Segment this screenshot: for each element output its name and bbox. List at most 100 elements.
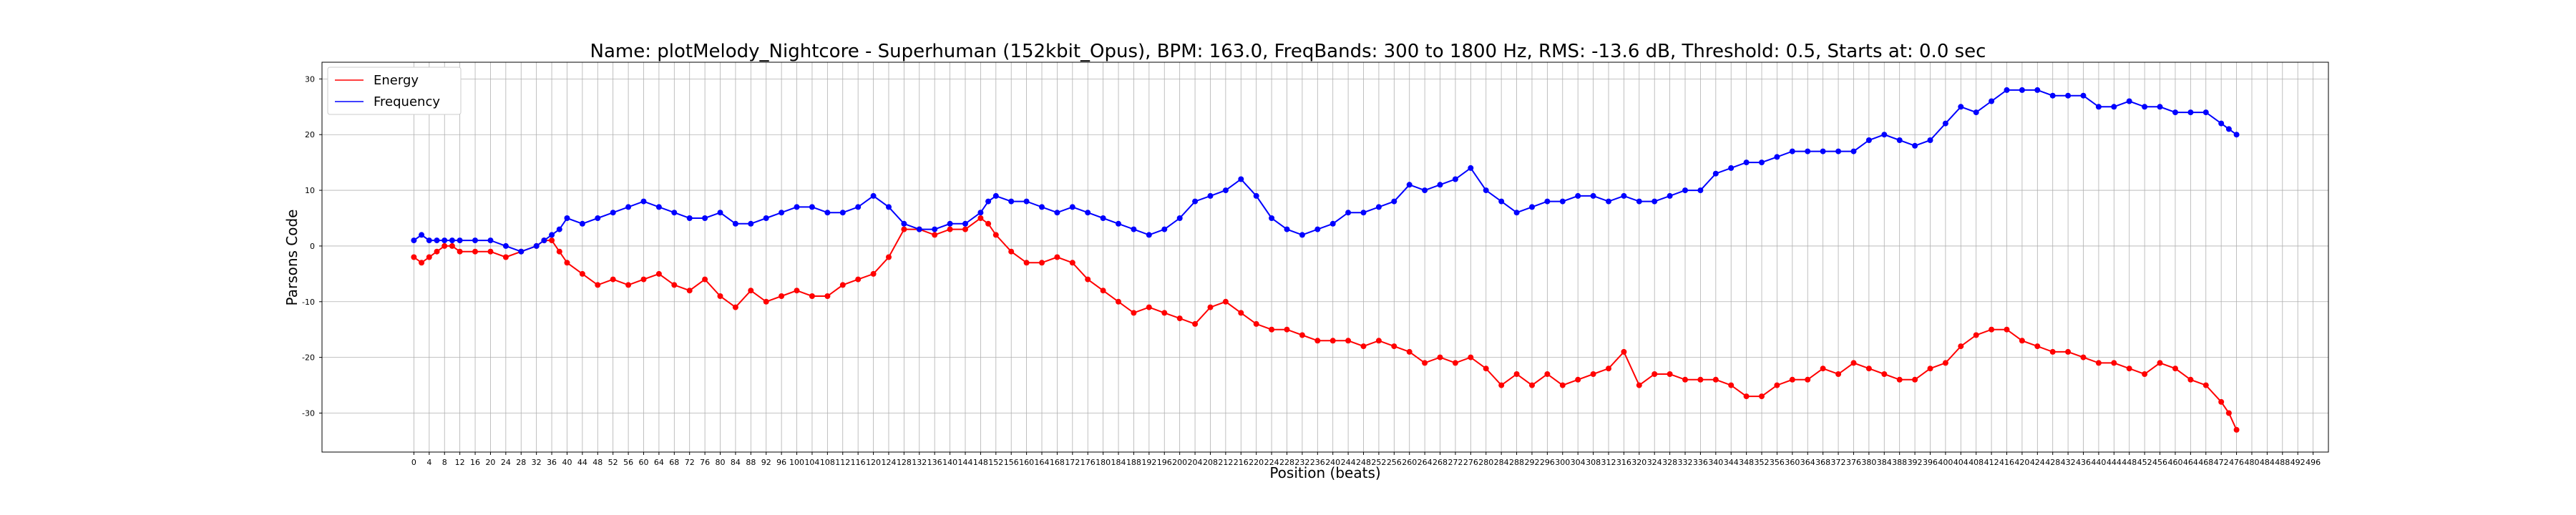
data-point-frequency <box>1437 182 1443 188</box>
x-tick-label: 416 <box>1999 458 2014 467</box>
x-tick-label: 392 <box>1908 458 1923 467</box>
data-point-frequency <box>870 192 877 199</box>
x-tick-label: 320 <box>1631 458 1646 467</box>
x-tick-label: 288 <box>1509 458 1524 467</box>
data-point-frequency <box>1116 220 1121 227</box>
data-point-energy <box>748 288 754 294</box>
x-tick-label: 268 <box>1433 458 1448 467</box>
x-tick-label: 480 <box>2244 458 2259 467</box>
legend-box <box>327 67 462 115</box>
data-point-frequency <box>1406 182 1413 188</box>
data-point-frequency <box>1468 165 1474 171</box>
data-point-energy <box>1958 343 1964 350</box>
legend-label-frequency: Frequency <box>374 94 440 109</box>
data-point-frequency <box>457 237 463 244</box>
data-point-frequency <box>732 220 738 227</box>
data-point-frequency <box>2225 126 2232 132</box>
x-tick-label: 140 <box>942 458 957 467</box>
data-point-frequency <box>1958 104 1964 110</box>
x-tick-label: 56 <box>623 458 633 467</box>
data-point-energy <box>1820 366 1826 372</box>
data-point-energy <box>1912 376 1918 383</box>
chart-title: Name: plotMelody_Nightcore - Superhuman … <box>590 41 1986 62</box>
data-point-frequency <box>2080 92 2087 99</box>
legend-label-energy: Energy <box>374 73 419 88</box>
plot-area <box>321 62 2329 453</box>
x-tick-label: 196 <box>1157 458 1172 467</box>
data-point-frequency <box>886 204 892 210</box>
x-tick-label: 284 <box>1494 458 1509 467</box>
data-point-energy <box>1299 332 1305 338</box>
series-energy <box>411 215 2240 433</box>
data-point-frequency <box>2049 92 2056 99</box>
data-point-energy <box>1284 326 1290 333</box>
data-point-energy <box>595 282 601 288</box>
data-point-energy <box>457 248 463 255</box>
data-point-frequency <box>2126 98 2132 104</box>
data-point-energy <box>549 237 555 244</box>
x-tick-label: 412 <box>1984 458 1999 467</box>
data-point-frequency <box>1912 142 1918 149</box>
data-point-frequency <box>518 248 525 255</box>
x-tick-label: 464 <box>2183 458 2198 467</box>
data-point-frequency <box>824 210 831 216</box>
data-point-frequency <box>625 204 632 210</box>
x-tick-label: 488 <box>2275 458 2290 467</box>
data-point-frequency <box>1942 120 1948 127</box>
data-point-energy <box>1789 376 1795 383</box>
data-point-energy <box>564 260 570 266</box>
data-point-frequency <box>985 198 992 205</box>
x-tick-label: 240 <box>1325 458 1340 467</box>
x-tick-label: 220 <box>1249 458 1264 467</box>
data-point-frequency <box>1896 137 1903 143</box>
data-point-energy <box>1498 382 1505 388</box>
x-tick-label: 68 <box>669 458 679 467</box>
x-tick-label: 484 <box>2260 458 2275 467</box>
data-point-frequency <box>1513 210 1520 216</box>
data-point-energy <box>686 288 693 294</box>
y-tick-label: -20 <box>302 353 315 363</box>
series-layer <box>411 87 2240 433</box>
x-tick-label: 236 <box>1310 458 1325 467</box>
data-point-energy <box>1452 360 1458 366</box>
data-point-energy <box>2126 366 2132 372</box>
data-point-frequency <box>2065 92 2072 99</box>
data-point-frequency <box>502 242 509 249</box>
data-point-energy <box>1238 310 1244 316</box>
data-point-frequency <box>1973 109 1979 116</box>
x-tick-label: 28 <box>516 458 526 467</box>
data-point-frequency <box>671 210 678 216</box>
x-tick-label: 116 <box>851 458 866 467</box>
data-point-energy <box>1743 393 1750 400</box>
data-point-frequency <box>1636 198 1642 205</box>
data-point-energy <box>1774 382 1780 388</box>
x-tick-label: 376 <box>1846 458 1861 467</box>
data-point-energy <box>1039 260 1045 266</box>
data-point-frequency <box>1544 198 1551 205</box>
data-point-frequency <box>441 237 448 244</box>
data-point-frequency <box>1161 226 1168 232</box>
x-tick-label: 252 <box>1371 458 1386 467</box>
data-point-energy <box>1085 276 1091 283</box>
gridlines <box>322 62 2328 452</box>
x-tick-label: 468 <box>2198 458 2213 467</box>
x-tick-label: 144 <box>957 458 972 467</box>
x-tick-label: 168 <box>1050 458 1065 467</box>
data-point-frequency <box>419 232 425 238</box>
data-point-frequency <box>1131 226 1137 232</box>
data-point-frequency <box>541 237 547 244</box>
data-point-frequency <box>411 237 417 244</box>
data-point-energy <box>763 298 769 305</box>
x-tick-label: 492 <box>2290 458 2306 467</box>
data-point-energy <box>947 226 953 232</box>
data-point-energy <box>411 254 417 260</box>
x-tick-label: 160 <box>1019 458 1034 467</box>
x-tick-label: 292 <box>1524 458 1539 467</box>
x-tick-label: 212 <box>1218 458 1233 467</box>
data-point-energy <box>2202 382 2209 388</box>
data-point-frequency <box>595 215 601 221</box>
x-tick-label: 356 <box>1770 458 1785 467</box>
x-tick-label: 272 <box>1448 458 1463 467</box>
data-point-energy <box>870 270 877 277</box>
y-tick-label: 10 <box>305 186 315 195</box>
